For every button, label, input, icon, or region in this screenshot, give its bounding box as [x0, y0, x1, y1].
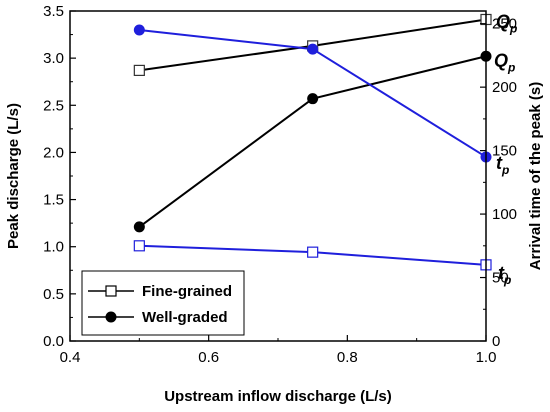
left-y-tick-label: 1.0	[43, 239, 64, 256]
right-y-tick-label: 150	[492, 143, 517, 160]
data-point-circle	[133, 221, 145, 233]
left-y-tick-label: 3.0	[43, 50, 64, 67]
series-label-symbol: t	[498, 263, 505, 283]
series-label-subscript: p	[503, 273, 511, 287]
legend-label: Fine-grained	[142, 283, 232, 300]
series-label-well-qp: Qp	[494, 50, 515, 74]
series-label-fine-qp: Qp	[496, 11, 517, 35]
left-y-tick-label: 2.0	[43, 144, 64, 161]
legend-item-well-graded: Well-graded	[88, 309, 228, 326]
legend-item-fine-grained: Fine-grained	[88, 283, 232, 300]
series-label-symbol: Q	[494, 50, 508, 70]
series-markers	[133, 13, 492, 271]
right-y-tick-label: 100	[492, 206, 517, 223]
series-line-well-qp	[138, 55, 487, 228]
series-label-subscript: p	[501, 163, 509, 177]
right-y-tick-label: 50	[492, 270, 509, 287]
data-point-square	[307, 246, 319, 258]
data-point-square	[133, 240, 145, 252]
left-y-tick-label: 0.5	[43, 286, 64, 303]
series-label-well-tp: tp	[496, 153, 509, 177]
right-y-axis-ticks: 0 50 100 150 200 250	[480, 16, 517, 350]
right-y-tick-label: 250	[492, 16, 517, 33]
legend-box	[81, 270, 245, 336]
left-y-tick-label: 3.5	[43, 3, 64, 20]
left-y-tick-label: 1.5	[43, 192, 64, 209]
x-tick-label: 0.8	[337, 349, 358, 366]
x-tick-label: 0.4	[60, 349, 81, 366]
series-label-subscript: p	[507, 60, 515, 74]
x-tick-label: 0.6	[198, 349, 219, 366]
legend-square-marker	[105, 285, 117, 297]
left-y-tick-label: 2.5	[43, 97, 64, 114]
data-point-circle	[307, 43, 319, 55]
series-label-subscript: p	[509, 21, 517, 35]
legend-circle-marker	[105, 311, 117, 323]
left-y-tick-label: 0.0	[43, 333, 64, 350]
right-y-tick-label: 200	[492, 79, 517, 96]
legend-label: Well-graded	[142, 309, 228, 326]
series-label-symbol: Q	[496, 11, 510, 31]
x-axis-title: Upstream inflow discharge (L/s)	[164, 388, 392, 405]
series-label-fine-tp: tp	[498, 263, 511, 287]
data-point-circle	[307, 93, 319, 105]
left-y-axis-ticks: 0.0 0.5 1.0 1.5 2.0 2.5 3.0 3.5	[43, 3, 76, 350]
data-point-circle	[133, 24, 145, 36]
x-axis-ticks: 0.4 0.6 0.8 1.0	[60, 335, 497, 366]
right-y-axis-title: Arrival time of the peak (s)	[527, 82, 544, 270]
series-lines	[138, 18, 487, 266]
right-y-tick-label: 0	[492, 333, 500, 350]
legend: Fine-grained Well-graded	[81, 270, 245, 336]
series-label-symbol: t	[496, 153, 503, 173]
x-tick-label: 1.0	[476, 349, 497, 366]
left-y-axis-title: Peak discharge (L/s)	[5, 103, 22, 249]
data-point-square	[133, 64, 145, 77]
